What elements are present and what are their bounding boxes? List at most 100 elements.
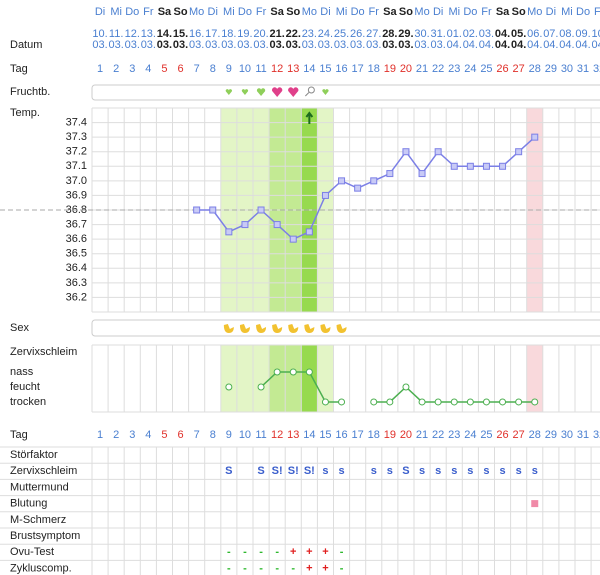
day-number: 28 <box>529 63 541 75</box>
y-tick-label: feucht <box>10 381 40 393</box>
date-month: 03. <box>414 39 429 51</box>
date-month: 03. <box>431 39 446 51</box>
temperature-point <box>354 184 362 192</box>
sex-icon <box>304 324 315 333</box>
day-number: 26 <box>496 63 508 75</box>
date-month: 03. <box>173 39 188 51</box>
day-number: 25 <box>480 63 492 75</box>
date-month: 03. <box>350 39 365 51</box>
date-day: 26. <box>350 28 365 40</box>
date-day: 31. <box>431 28 446 40</box>
weekday: Di <box>546 6 556 18</box>
temperature-point <box>209 206 217 214</box>
row-label: Störfaktor <box>10 449 58 461</box>
weekday: Fr <box>481 6 492 18</box>
phase-band <box>236 345 253 412</box>
date-month: 03. <box>398 39 413 51</box>
day-number: 14 <box>303 429 315 441</box>
table-cell: - <box>291 562 295 574</box>
row-label: Tag <box>10 63 28 75</box>
cervix-point <box>434 398 442 406</box>
date-day: 12. <box>125 28 140 40</box>
day-number: 31 <box>577 63 589 75</box>
day-number: 22 <box>432 429 444 441</box>
temperature-point <box>257 206 265 214</box>
date-month: 03. <box>366 39 381 51</box>
date-day: 09. <box>575 28 590 40</box>
weekday: Di <box>95 6 105 18</box>
weekday: Sa <box>158 6 172 18</box>
phase-band <box>285 345 302 412</box>
temperature-point <box>193 206 201 214</box>
table-cell: - <box>275 546 279 558</box>
temperature-point <box>305 228 313 236</box>
date-day: 04. <box>495 28 510 40</box>
date-month: 03. <box>253 39 268 51</box>
table-cell: s <box>435 465 441 477</box>
date-day: 25. <box>334 28 349 40</box>
temperature-point <box>241 221 249 229</box>
day-number: 24 <box>464 63 476 75</box>
phase-band <box>301 345 318 412</box>
row-label: Brustsymptom <box>10 530 80 542</box>
table-cell: S <box>257 465 264 477</box>
date-day: 01. <box>447 28 462 40</box>
date-day: 15. <box>173 28 188 40</box>
fertility-test-icon <box>304 92 310 97</box>
cervix-point <box>515 398 523 406</box>
day-number: 8 <box>210 429 216 441</box>
day-number: 17 <box>352 429 364 441</box>
date-month: 03. <box>237 39 252 51</box>
table-cell: - <box>275 562 279 574</box>
table-cell: - <box>259 562 263 574</box>
day-number: 31 <box>577 429 589 441</box>
weekday: Mo <box>302 6 317 18</box>
temperature-point <box>466 162 474 170</box>
day-number: 6 <box>177 429 183 441</box>
day-number: 10 <box>239 63 251 75</box>
temperature-point <box>225 228 233 236</box>
weekday: Mi <box>448 6 460 18</box>
phase-band <box>253 345 270 412</box>
date-month: 04. <box>495 39 510 51</box>
day-number: 16 <box>335 63 347 75</box>
table-cell: s <box>419 465 425 477</box>
table-cell: s <box>499 465 505 477</box>
date-day: 20. <box>253 28 268 40</box>
row-label: Zervixschleim <box>10 346 77 358</box>
y-tick-label: trocken <box>10 396 46 408</box>
day-number: 11 <box>255 429 266 441</box>
table-cell: + <box>290 546 296 558</box>
day-number: 1 <box>97 429 103 441</box>
table-cell: s <box>516 465 522 477</box>
date-day: 21. <box>270 28 285 40</box>
day-number: 13 <box>287 63 299 75</box>
day-number: 27 <box>513 63 525 75</box>
temperature-point <box>402 148 410 156</box>
date-day: 29. <box>398 28 413 40</box>
day-number: 9 <box>226 63 232 75</box>
day-number: 5 <box>161 63 167 75</box>
weekday: Di <box>208 6 218 18</box>
date-month: 04. <box>575 39 590 51</box>
cervix-point <box>466 398 474 406</box>
y-tick-label: 36.9 <box>66 189 87 201</box>
weekday: So <box>512 6 526 18</box>
temperature-point <box>450 162 458 170</box>
day-number: 17 <box>352 63 364 75</box>
table-cell: + <box>306 562 312 574</box>
y-tick-label: 37.1 <box>66 160 87 172</box>
day-number: 11 <box>255 63 266 75</box>
phase-band <box>526 345 543 412</box>
date-month: 03. <box>109 39 124 51</box>
day-number: 20 <box>400 63 412 75</box>
temperature-point <box>289 235 297 243</box>
table-cell: S <box>402 465 409 477</box>
weekday: So <box>174 6 188 18</box>
day-number: 14 <box>303 63 315 75</box>
table-cell: s <box>371 465 377 477</box>
phase-band <box>269 345 286 412</box>
table-cell: - <box>243 562 247 574</box>
day-number: 8 <box>210 63 216 75</box>
table-cell: - <box>340 546 344 558</box>
